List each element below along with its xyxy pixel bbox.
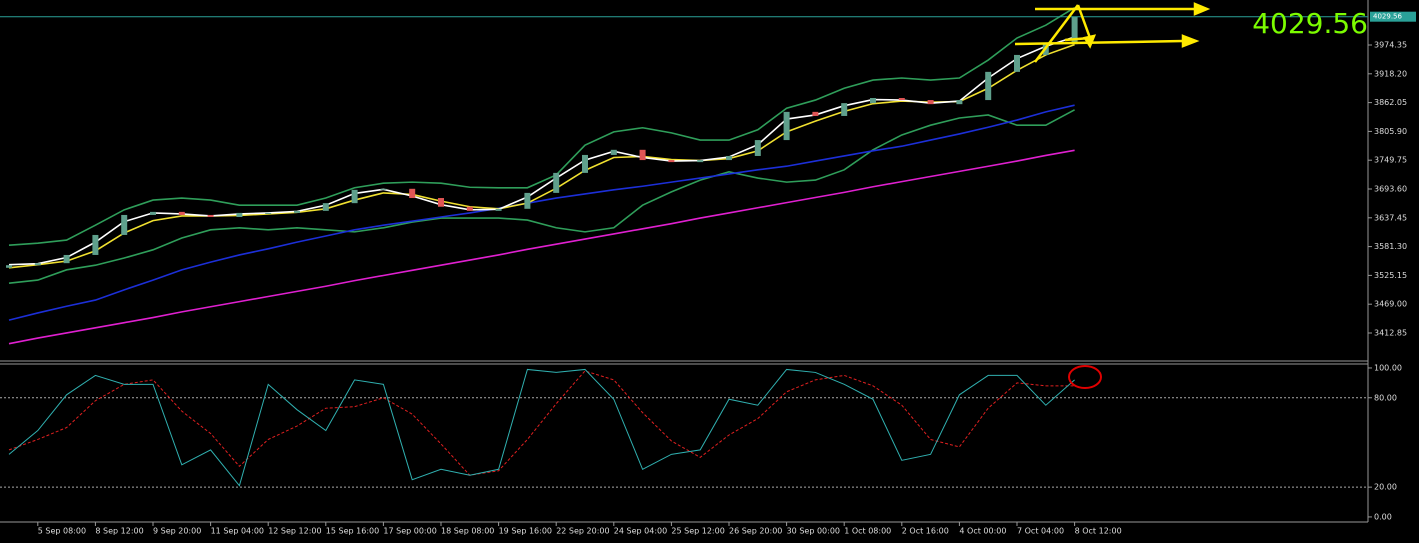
candle — [63, 254, 70, 264]
candle — [553, 172, 560, 193]
price-callout: 4029.56 — [1252, 7, 1368, 40]
candle — [927, 100, 934, 105]
y-tick-label: 100.00 — [1374, 363, 1402, 372]
y-tick-label: 3974.35 — [1374, 41, 1407, 50]
x-tick-label: 4 Oct 00:00 — [959, 527, 1006, 536]
candle — [841, 103, 848, 116]
current-price-label: 4029.56 — [1373, 13, 1402, 21]
y-tick-label: 20.00 — [1374, 483, 1397, 492]
x-tick-label: 15 Sep 16:00 — [326, 527, 379, 536]
marks: 3974.35 3918.20 3862.05 3805.90 3749.75 3693.… — [0, 7, 1416, 536]
annotation-arrows — [1014, 2, 1211, 63]
indicator-line — [8, 368, 1075, 487]
x-tick-label: 2 Oct 16:00 — [902, 527, 949, 536]
x-tick-label: 8 Sep 12:00 — [95, 527, 143, 536]
x-tick-label: 26 Sep 20:00 — [729, 527, 782, 536]
indicator-line — [8, 7, 1076, 247]
candle — [236, 212, 243, 218]
candle — [726, 155, 732, 161]
candle — [956, 100, 963, 105]
y-tick-label: 3581.30 — [1374, 242, 1407, 251]
candle — [409, 188, 416, 199]
candle — [438, 198, 444, 207]
candle — [985, 71, 992, 101]
indicator-line — [8, 36, 1075, 266]
candle — [524, 192, 531, 209]
y-tick-label: 3918.20 — [1374, 69, 1407, 78]
x-tick-label: 17 Sep 00:00 — [383, 527, 436, 536]
candle — [783, 111, 790, 141]
candle — [812, 111, 819, 116]
candle — [380, 188, 387, 190]
x-tick-label: 12 Sep 12:00 — [268, 527, 321, 536]
x-tick-label: 9 Sep 20:00 — [153, 527, 201, 536]
x-tick-label: 25 Sep 12:00 — [671, 527, 724, 536]
y-tick-label: 3862.05 — [1374, 98, 1407, 107]
y-tick-label: 3749.75 — [1374, 156, 1407, 165]
candle — [466, 206, 473, 211]
x-tick-label: 1 Oct 08:00 — [844, 527, 891, 536]
indicator-line — [8, 43, 1075, 269]
x-tick-label: 7 Oct 04:00 — [1017, 527, 1064, 536]
y-tick-label: 3469.00 — [1374, 300, 1407, 309]
y-tick-label: 3805.90 — [1374, 127, 1407, 136]
indicator-line — [8, 149, 1075, 345]
candle — [1014, 54, 1020, 72]
x-tick-label: 30 Sep 00:00 — [787, 527, 840, 536]
y-tick-label: 3525.15 — [1374, 271, 1407, 280]
candle — [150, 211, 156, 215]
x-tick-label: 5 Sep 08:00 — [38, 527, 86, 536]
candle — [870, 98, 876, 104]
y-tick-label: 3693.60 — [1374, 185, 1407, 194]
candle — [265, 212, 272, 214]
candle — [207, 214, 214, 218]
candle — [697, 160, 704, 163]
candle — [6, 265, 12, 268]
indicator-line — [8, 370, 1075, 476]
x-tick-label: 19 Sep 16:00 — [499, 527, 552, 536]
x-tick-label: 22 Sep 20:00 — [556, 527, 609, 536]
candle — [322, 203, 329, 211]
x-tick-label: 8 Oct 12:00 — [1075, 527, 1122, 536]
x-tick-label: 24 Sep 04:00 — [614, 527, 667, 536]
candle — [639, 149, 646, 161]
candle — [495, 208, 502, 211]
indicator-line — [8, 109, 1075, 284]
candle — [92, 234, 99, 255]
indicator-line — [8, 104, 1075, 321]
y-tick-label: 80.00 — [1374, 393, 1397, 402]
x-tick-label: 11 Sep 04:00 — [211, 527, 264, 536]
candle — [898, 98, 905, 101]
candle — [582, 154, 588, 173]
candle — [668, 160, 675, 163]
candle — [34, 263, 41, 266]
candle — [294, 210, 300, 213]
candle — [351, 189, 358, 204]
candle — [178, 211, 185, 215]
annotation-circle — [1068, 365, 1102, 389]
candle — [754, 140, 761, 156]
y-tick-label: 3412.85 — [1374, 328, 1407, 337]
y-tick-label: 0.00 — [1374, 512, 1392, 521]
y-tick-label: 3637.45 — [1374, 213, 1407, 222]
current-price-box — [1370, 11, 1416, 22]
x-tick-label: 18 Sep 08:00 — [441, 527, 494, 536]
candle — [610, 149, 617, 155]
candle — [121, 214, 128, 235]
candle — [1071, 16, 1078, 45]
